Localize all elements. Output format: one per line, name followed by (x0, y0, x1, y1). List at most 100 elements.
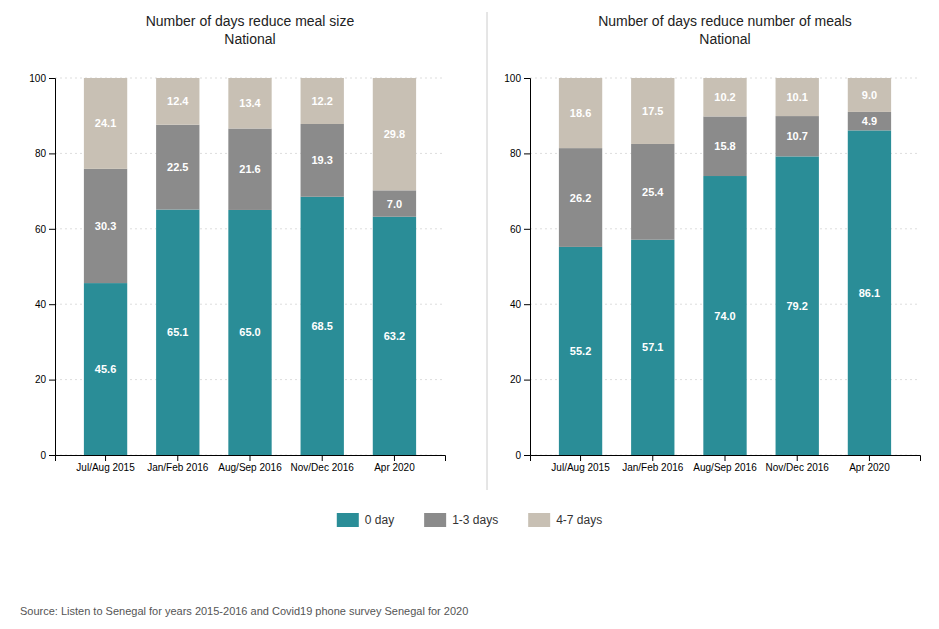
x-tick: Jul/Aug 2015 (76, 455, 135, 473)
data-labels: 55.257.174.079.286.126.225.415.810.74.91… (570, 89, 880, 357)
annotation: Source: Listen to Senegal for years 2015… (20, 605, 468, 617)
grid (55, 78, 445, 455)
x-tick: Apr 2020 (849, 455, 890, 473)
data-label: 63.2 (384, 330, 405, 342)
data-label: 18.6 (570, 107, 591, 119)
axis-line (524, 79, 531, 456)
bar (776, 116, 819, 156)
x-tick: Nov/Dec 2016 (766, 455, 830, 473)
legend-label: 1-3 days (452, 513, 498, 527)
tick-mark (797, 455, 798, 461)
tick-mark (869, 455, 870, 461)
bar (228, 78, 271, 129)
legend-label: 0 day (365, 513, 394, 527)
y-tick: 60 (35, 224, 55, 235)
tick-mark (49, 380, 55, 381)
title-line: Number of days reduce meal size (146, 13, 355, 29)
bar (559, 78, 602, 148)
tick-mark (49, 78, 55, 79)
tick-mark (524, 304, 530, 305)
bar (631, 240, 674, 455)
data-label: 79.2 (787, 300, 808, 312)
bar (301, 197, 344, 455)
y-tick: 0 (515, 450, 530, 461)
axis-line (49, 79, 56, 456)
data-label: 68.5 (312, 320, 333, 332)
bar (848, 78, 891, 112)
tick-mark (394, 455, 395, 461)
title-line: Number of days reduce number of meals (598, 13, 852, 29)
bar (703, 176, 746, 455)
x-axis: Jul/Aug 2015Jan/Feb 2016Aug/Sep 2016Nov/… (56, 455, 446, 473)
data-label: 12.2 (312, 95, 333, 107)
data-label: 29.8 (384, 128, 405, 140)
axis-line (56, 456, 446, 462)
data-label: 7.0 (387, 198, 402, 210)
bar (373, 78, 416, 190)
data-label: 22.5 (167, 161, 188, 173)
legend-label: 4-7 days (556, 513, 602, 527)
legend-swatch (337, 513, 359, 527)
bars (84, 78, 416, 455)
bar (559, 247, 602, 455)
y-tick: 20 (35, 374, 55, 385)
tick-label: Jan/Feb 2016 (622, 462, 684, 473)
tick-mark (524, 78, 530, 79)
data-label: 13.4 (239, 97, 261, 109)
bar (776, 156, 819, 455)
legend-item: 0 day (337, 513, 394, 527)
bar (631, 78, 674, 144)
tick-label: Apr 2020 (849, 462, 890, 473)
legend-swatch (528, 513, 550, 527)
tick-mark (524, 153, 530, 154)
tick-mark (725, 455, 726, 461)
legend-swatch (424, 513, 446, 527)
tick-mark (322, 455, 323, 461)
tick-mark (524, 229, 530, 230)
y-tick: 40 (510, 299, 530, 310)
bar (373, 190, 416, 216)
tick-mark (524, 380, 530, 381)
bar (848, 130, 891, 455)
bar (848, 112, 891, 130)
data-label: 4.9 (862, 115, 877, 127)
tick-label: Jul/Aug 2015 (76, 462, 135, 473)
tick-label: 80 (510, 148, 522, 159)
tick-mark (49, 229, 55, 230)
tick-label: 100 (29, 73, 46, 84)
x-tick: Aug/Sep 2016 (693, 455, 757, 473)
bar (84, 78, 127, 169)
bar (776, 78, 819, 116)
data-label: 24.1 (95, 117, 116, 129)
legend: 0 day 1-3 days 4-7 days (337, 513, 602, 527)
tick-mark (250, 455, 251, 461)
y-tick: 80 (510, 148, 530, 159)
tick-label: 20 (510, 374, 522, 385)
x-tick: Jan/Feb 2016 (622, 455, 684, 473)
tick-mark (177, 455, 178, 461)
tick-label: Jan/Feb 2016 (147, 462, 209, 473)
bar (703, 78, 746, 116)
chart: Number of days reduce meal sizeNational4… (0, 0, 939, 629)
x-tick: Jul/Aug 2015 (551, 455, 610, 473)
bar (156, 125, 199, 210)
tick-label: 0 (515, 450, 521, 461)
data-label: 10.7 (787, 130, 808, 142)
data-label: 86.1 (859, 287, 880, 299)
bar (703, 116, 746, 176)
x-tick: Apr 2020 (374, 455, 415, 473)
x-tick: Nov/Dec 2016 (291, 455, 355, 473)
data-label: 65.1 (167, 326, 188, 338)
data-label: 10.2 (714, 91, 735, 103)
bars (559, 78, 891, 455)
data-label: 55.2 (570, 345, 591, 357)
data-label: 25.4 (642, 186, 664, 198)
panel: Number of days reduce number of mealsNat… (504, 13, 920, 473)
tick-mark (652, 455, 653, 461)
bar (228, 210, 271, 455)
tick-label: 80 (35, 148, 47, 159)
tick-label: Nov/Dec 2016 (291, 462, 355, 473)
tick-label: 60 (510, 224, 522, 235)
y-tick: 80 (35, 148, 55, 159)
panel: Number of days reduce meal sizeNational4… (29, 13, 445, 473)
